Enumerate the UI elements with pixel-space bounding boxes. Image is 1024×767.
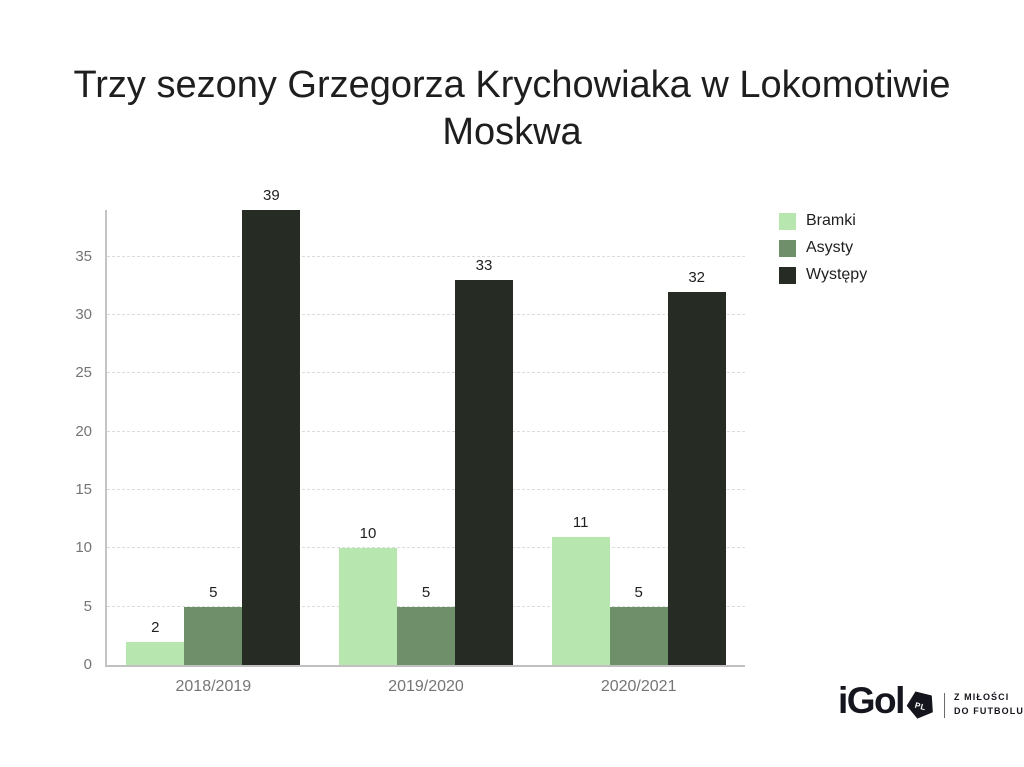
y-tick-label: 20 bbox=[75, 422, 92, 440]
legend-item-występy: Występy bbox=[779, 266, 867, 284]
bar-asysty-2020/2021 bbox=[609, 606, 668, 665]
plot-area: 2 5 39 10 5 33 11 5 32 2018/2019 2019/2020 2020/20… bbox=[105, 187, 745, 695]
bar-występy-2019/2020 bbox=[455, 280, 513, 665]
logo-tagline-line2: DO FUTBOLU bbox=[953, 705, 1024, 716]
bar-bramki-2018/2019 bbox=[126, 641, 185, 665]
gridline-y-30 bbox=[107, 314, 745, 315]
gridline-y-15 bbox=[107, 489, 745, 490]
bar-value-label: 10 bbox=[359, 525, 377, 543]
bar-value-label: 5 bbox=[421, 583, 431, 601]
y-tick-label: 25 bbox=[75, 364, 92, 382]
bar-value-label: 5 bbox=[634, 583, 643, 601]
bar-asysty-2019/2020 bbox=[397, 606, 455, 665]
bar-bramki-2020/2021 bbox=[551, 536, 610, 665]
bar-występy-2018/2019 bbox=[242, 210, 301, 665]
bar-value-label: 32 bbox=[688, 268, 705, 286]
logo-separator bbox=[943, 693, 945, 718]
legend-swatch-icon bbox=[779, 239, 796, 257]
y-tick-label: 30 bbox=[75, 306, 92, 323]
gridline-y-10 bbox=[107, 547, 745, 549]
y-tick-label: 15 bbox=[75, 481, 92, 498]
legend-swatch-icon bbox=[779, 212, 796, 230]
x-axis-label-2018/2019: 2018/2019 bbox=[175, 678, 252, 695]
igol-logo: iGol PL Z MIŁOŚCI DO FUTBOLU bbox=[838, 680, 1024, 722]
legend-item-asysty: Asysty bbox=[779, 239, 867, 257]
logo-badge-text: PL bbox=[913, 700, 927, 712]
bar-value-label: 2 bbox=[151, 618, 160, 636]
bar-value-label: 11 bbox=[572, 513, 589, 531]
legend-swatch-icon bbox=[779, 266, 796, 284]
chart-legend: Bramki Asysty Występy bbox=[779, 212, 867, 293]
gridline-y-35 bbox=[107, 255, 745, 257]
bar-bramki-2019/2020 bbox=[339, 548, 397, 665]
logo-brand-text: iGol bbox=[838, 680, 905, 721]
y-tick-label: 0 bbox=[83, 656, 92, 673]
gridline-y-5 bbox=[107, 605, 745, 607]
bar-występy-2020/2021 bbox=[667, 291, 726, 665]
chart-title: Trzy sezony Grzegorza Krychowiaka w Loko… bbox=[73, 64, 951, 154]
logo-tagline-line1: Z MIŁOŚCI bbox=[953, 692, 1010, 702]
bar-value-label: 33 bbox=[475, 257, 493, 274]
logo-pentagon-icon: PL bbox=[904, 690, 936, 722]
bar-asysty-2018/2019 bbox=[184, 606, 243, 665]
legend-label: Występy bbox=[806, 266, 868, 283]
gridline-y-20 bbox=[107, 430, 745, 432]
x-axis-label-2020/2021: 2020/2021 bbox=[600, 678, 677, 695]
gridline-y-25 bbox=[107, 372, 745, 374]
logo-tagline: Z MIŁOŚCI DO FUTBOLU bbox=[954, 691, 1024, 719]
legend-item-bramki: Bramki bbox=[779, 212, 867, 230]
legend-label: Bramki bbox=[806, 212, 856, 229]
y-tick-label: 35 bbox=[75, 247, 92, 265]
bar-value-label: 5 bbox=[209, 583, 218, 601]
x-axis-label-2019/2020: 2019/2020 bbox=[388, 678, 464, 695]
y-tick-label: 5 bbox=[83, 597, 92, 615]
legend-label: Asysty bbox=[806, 239, 854, 256]
bar-value-label: 39 bbox=[262, 187, 280, 204]
y-tick-label: 10 bbox=[75, 539, 92, 557]
